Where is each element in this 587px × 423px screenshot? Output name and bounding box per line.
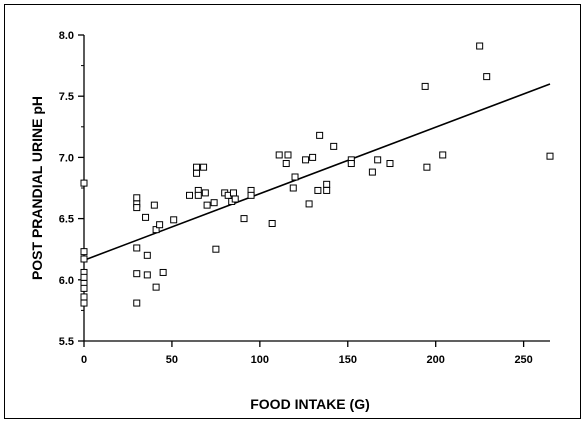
y-axis-title: POST PRANDIAL URINE pH (29, 96, 45, 280)
x-axis-title: FOOD INTAKE (G) (250, 396, 370, 412)
data-point (374, 156, 382, 164)
x-tick-label: 50 (166, 354, 178, 366)
y-tick-label: 5.5 (59, 336, 74, 348)
data-points (80, 42, 554, 307)
data-point (423, 163, 431, 171)
data-point (268, 219, 276, 227)
y-tick-label: 7.5 (59, 91, 74, 103)
data-point (143, 271, 151, 279)
data-point (546, 152, 554, 160)
data-point (200, 163, 208, 171)
data-point (186, 191, 194, 199)
data-point (133, 204, 141, 212)
y-tick-label: 6.0 (59, 275, 74, 287)
data-point (302, 156, 310, 164)
data-point (203, 201, 211, 209)
data-point (170, 216, 178, 224)
data-point (439, 151, 447, 159)
y-axis-ticks: 5.5 6.0 6.5 7.0 7.5 8.0 (59, 30, 84, 348)
data-point (194, 191, 202, 199)
data-point (229, 189, 237, 197)
data-point (143, 251, 151, 259)
data-point (483, 73, 491, 81)
data-point (368, 168, 376, 176)
data-point (386, 160, 394, 168)
data-point (330, 142, 338, 150)
data-point (193, 169, 201, 177)
data-point (80, 273, 88, 281)
x-tick-label: 0 (81, 354, 87, 366)
data-point (159, 268, 167, 276)
y-tick-label: 7.0 (59, 152, 74, 164)
data-point (305, 200, 313, 208)
data-point (323, 180, 331, 188)
data-point (282, 160, 290, 168)
data-point (80, 293, 88, 301)
data-point (247, 191, 255, 199)
data-point (316, 131, 324, 139)
data-point (80, 179, 88, 187)
data-point (289, 184, 297, 192)
x-tick-label: 100 (251, 354, 269, 366)
data-point (150, 201, 158, 209)
data-point (421, 82, 429, 90)
x-tick-label: 250 (514, 354, 532, 366)
data-point (152, 226, 160, 234)
data-point (212, 245, 220, 253)
data-point (291, 173, 299, 181)
data-point (476, 42, 484, 50)
data-point (314, 186, 322, 194)
regression-line-group (83, 83, 551, 261)
data-point (142, 213, 150, 221)
data-point (80, 299, 88, 307)
data-point (133, 270, 141, 278)
data-point (193, 163, 201, 171)
data-point (80, 248, 88, 256)
data-point (284, 151, 292, 159)
data-point (156, 221, 164, 229)
data-point (275, 151, 283, 159)
data-point (240, 215, 248, 223)
data-point (210, 199, 218, 207)
x-axis-ticks: 0 50 100 150 200 250 (81, 341, 533, 366)
data-point (133, 194, 141, 202)
x-tick-label: 150 (339, 354, 357, 366)
data-point (201, 189, 209, 197)
data-point (309, 153, 317, 161)
data-point (80, 284, 88, 292)
data-point (80, 255, 88, 263)
regression-line (83, 83, 551, 261)
data-point (133, 299, 141, 307)
data-point (152, 283, 160, 291)
y-tick-label: 8.0 (59, 30, 74, 42)
data-point (231, 195, 239, 203)
data-point (133, 244, 141, 252)
y-tick-label: 6.5 (59, 214, 74, 226)
data-point (347, 160, 355, 168)
data-point (323, 186, 331, 194)
x-tick-label: 200 (427, 354, 445, 366)
